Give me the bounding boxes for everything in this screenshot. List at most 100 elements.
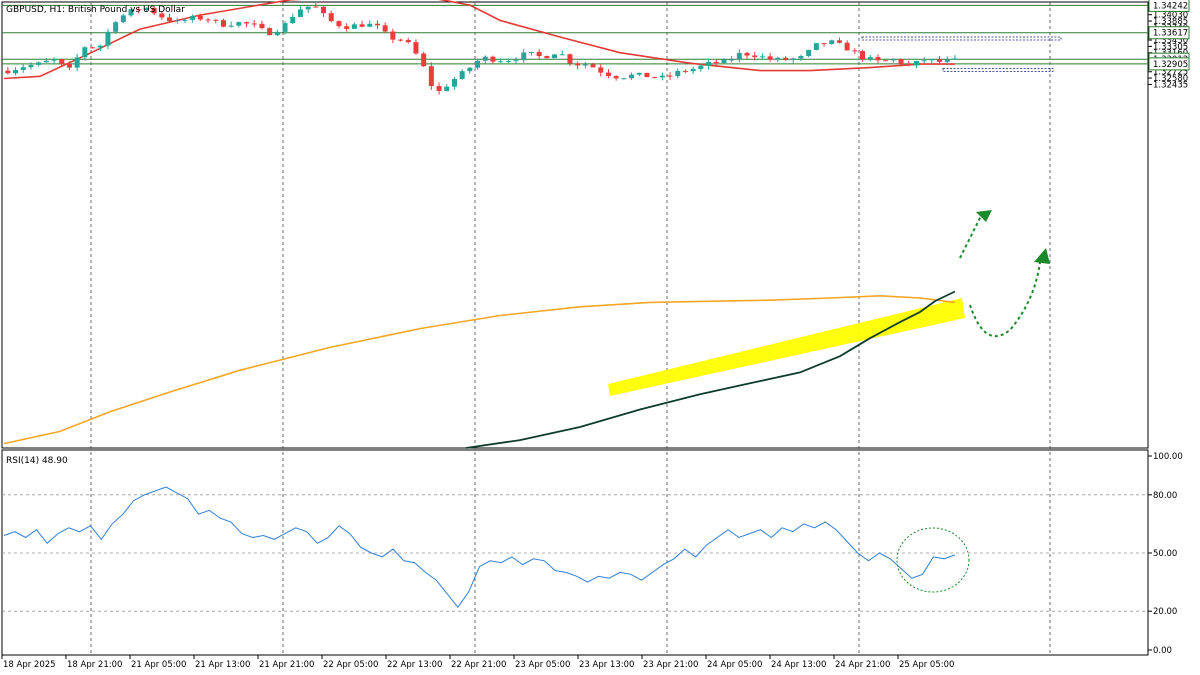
candle-body [28,64,34,68]
candle-body [228,25,234,27]
candle-body [675,70,681,77]
candle-body [282,23,288,32]
price-tick-label: 1.32435 [1153,80,1188,90]
chart-title: GBPUSD, H1: British Pound vs US Dollar [6,5,185,15]
candle-body [629,74,635,79]
candle-body [667,75,673,77]
candle-body [467,67,473,72]
candle-body [482,56,488,61]
candle-body [528,51,534,53]
candle-body [605,72,611,77]
candle-body [875,57,881,61]
candle-body [829,40,835,45]
rsi-panel-border [1,449,1149,656]
candlesticks [5,2,958,95]
candle-body [775,57,781,60]
level-price-tag [1148,57,1190,71]
candle-body [428,66,434,87]
candle-body [552,54,558,59]
moving-averages [3,0,956,449]
candle-body [382,25,388,32]
candle-body [690,68,696,72]
candle-body [744,52,750,56]
candle-body [806,50,812,57]
candle-body [220,20,226,27]
candle-body [359,24,365,27]
candle-body [13,69,19,74]
candle-body [436,86,442,92]
candle-body [398,39,404,41]
candle-body [405,39,411,43]
candle-body [890,59,896,61]
candle-body [944,59,950,62]
time-tick-label: 24 Apr 05:00 [707,660,762,670]
candle-body [205,19,211,21]
candle-body [51,59,57,61]
price-tick-label: 1.33450 [1153,36,1188,46]
price-tick-label: 1.32725 [1153,68,1188,78]
price-tick-label: 1.34030 [1153,11,1188,21]
candle-body [336,21,342,27]
candle-body [736,52,742,60]
candle-body [929,59,935,61]
rsi-tick-label: 80.00 [1153,491,1177,501]
candle-body [66,63,72,68]
candle-body [559,54,565,56]
rsi-tick-label: 100.00 [1153,452,1183,462]
candle-body [844,42,850,51]
candle-body [305,6,311,10]
rsi-tick-label: 50.00 [1153,549,1177,559]
price-tick-label: 1.33885 [1153,17,1188,27]
candle-body [236,22,242,26]
time-axis: 18 Apr 2025 18 Apr 21:00 21 Apr 05:00 21 Ap… [1,655,954,670]
time-tick-label: 22 Apr 21:00 [451,660,506,670]
candle-body [313,6,319,8]
ma-orange-line [3,294,956,445]
bullish-arrow-pullback [969,261,1041,338]
arrow-head-up-icon [1034,248,1050,264]
candle-body [759,56,765,58]
candle-body [713,61,719,64]
candle-body [952,58,958,60]
candle-body [659,75,665,78]
candle-body [213,19,219,21]
candle-body [513,60,519,62]
time-tick-label: 18 Apr 2025 [3,660,56,670]
candle-body [798,56,804,59]
rsi-tick-label: 0.00 [1153,646,1172,656]
candle-body [813,43,819,51]
candle-body [590,64,596,68]
candle-body [921,60,927,62]
candle-body [867,57,873,60]
candle-body [374,23,380,26]
candle-body [459,71,465,80]
candle-body [5,70,11,74]
candle-body [505,61,511,63]
time-tick-label: 18 Apr 21:00 [67,660,122,670]
price-tick-label: 1.33305 [1153,42,1188,52]
candle-body [413,42,419,54]
candle-body [167,17,173,22]
candle-body [197,15,203,20]
candle-body [636,72,642,75]
candle-body [36,62,42,65]
candle-body [182,19,188,21]
candle-body [752,55,758,58]
candle-body [698,65,704,69]
time-tick-label: 22 Apr 13:00 [387,660,442,670]
rsi-label: RSI(14) 48.90 [6,456,68,466]
candle-body [937,59,943,62]
candle-body [836,40,842,43]
time-tick-label: 25 Apr 05:00 [899,660,954,670]
candle-body [475,60,481,68]
time-tick-label: 21 Apr 21:00 [259,660,314,670]
candle-body [120,15,126,23]
time-tick-label: 21 Apr 13:00 [195,660,250,670]
candle-body [490,56,496,62]
candle-body [344,26,350,29]
candle-body [321,6,327,14]
candle-body [113,22,119,32]
candle-body [821,43,827,45]
candle-body [767,56,773,60]
